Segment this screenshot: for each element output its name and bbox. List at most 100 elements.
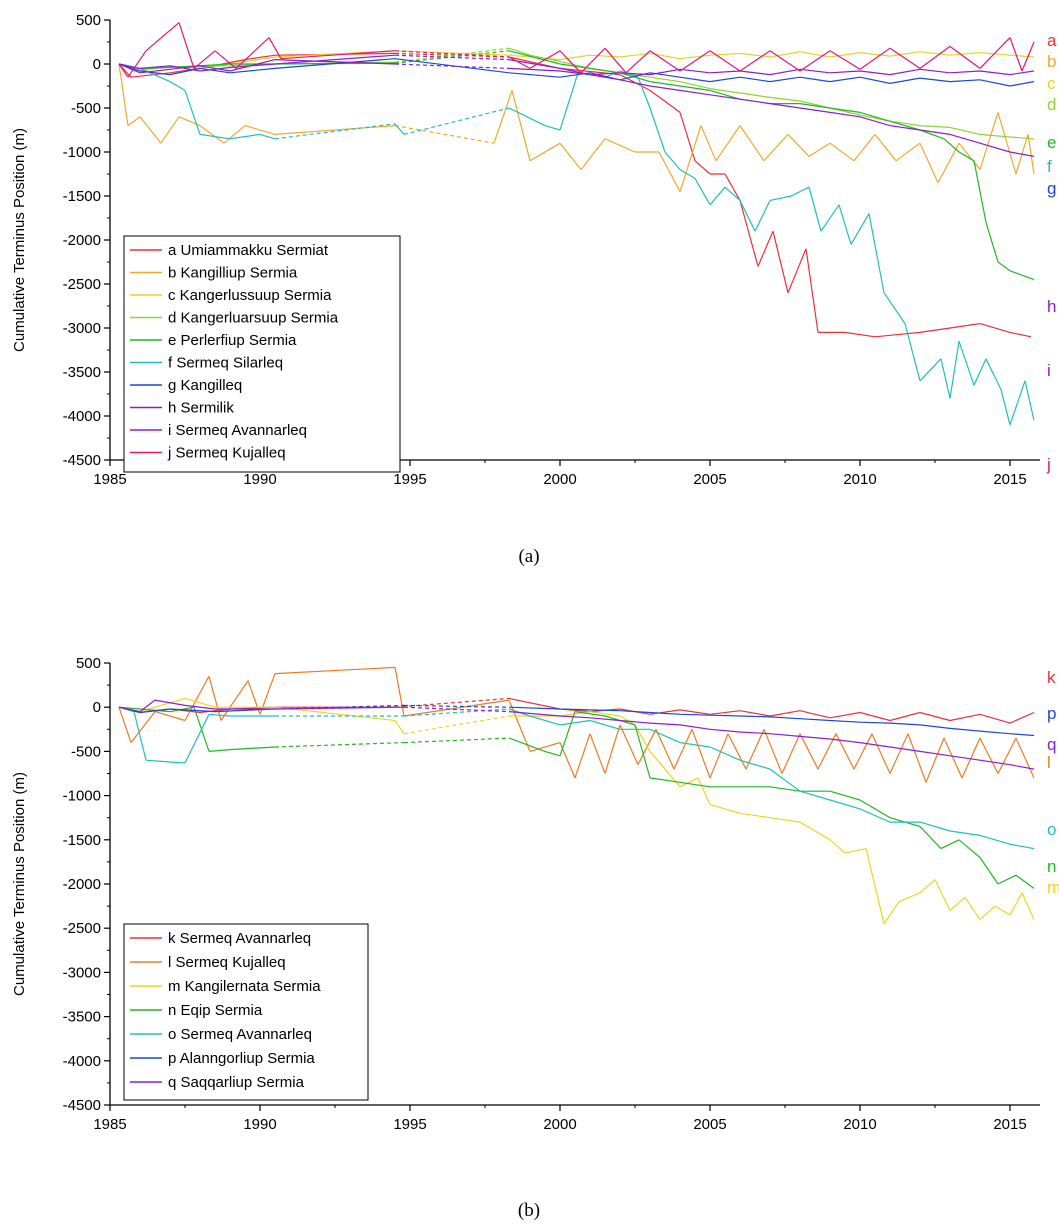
series-end-label-j: j — [1046, 455, 1051, 474]
y-tick-label: -3000 — [63, 320, 101, 337]
legend-label-m: m Kangilernata Sermia — [168, 978, 321, 995]
x-tick-label: 2005 — [693, 1116, 726, 1133]
x-tick-label: 2015 — [993, 1116, 1026, 1133]
series-dashed-gap-q — [403, 706, 510, 713]
legend-label-j: j Sermeq Kujalleq — [167, 445, 286, 462]
series-end-label-p: p — [1047, 704, 1056, 723]
y-tick-label: -1500 — [63, 832, 101, 849]
legend-box — [123, 235, 401, 473]
legend-box — [123, 923, 369, 1101]
series-line-h — [118, 59, 1035, 76]
x-tick-label: 2015 — [993, 471, 1026, 488]
series-line-o — [118, 706, 1035, 850]
x-tick-label: 1985 — [93, 1116, 126, 1133]
series-line-i — [118, 54, 1035, 157]
series-dashed-gap-o — [275, 708, 510, 717]
series-end-label-i: i — [1047, 361, 1051, 380]
legend-label-o: o Sermeq Avannarleq — [168, 1026, 312, 1043]
y-tick-label: -4000 — [63, 408, 101, 425]
y-tick-label: 500 — [76, 12, 101, 29]
series-dashed-gap-f — [274, 107, 510, 140]
y-tick-label: -4500 — [63, 452, 101, 469]
legend-label-a: a Umiammakku Sermiat — [168, 242, 329, 259]
x-tick-label: 1990 — [243, 1116, 276, 1133]
chart-panel-b: 500 0 -500 -1000 -1500 -2000 -2500 -3000 -3500 -4… — [11, 655, 1059, 1133]
y-tick-label: -500 — [71, 743, 101, 760]
x-tick-label: 2000 — [543, 471, 576, 488]
legend-label-i: i Sermeq Avannarleq — [168, 422, 307, 439]
series-end-label-g: g — [1047, 179, 1056, 198]
series-end-label-k: k — [1047, 668, 1056, 687]
legend-label-c: c Kangerlussuup Sermia — [168, 287, 332, 304]
series-end-label-a: a — [1047, 31, 1057, 50]
series-end-label-n: n — [1047, 857, 1056, 876]
legend-label-n: n Eqip Sermia — [168, 1002, 263, 1019]
x-tick-label: 2005 — [693, 471, 726, 488]
series-dashed-gap-n — [274, 737, 510, 748]
y-tick-label: 500 — [76, 655, 101, 672]
x-tick-label: 1995 — [393, 1116, 426, 1133]
series-dashed-gap-h — [394, 63, 510, 69]
legend-label-b: b Kangilliup Sermia — [168, 265, 298, 282]
y-tick-label: -2500 — [63, 276, 101, 293]
panel-label-a: (a) — [518, 546, 539, 567]
series-dashed-gap-j — [394, 50, 510, 58]
series-end-label-m: m — [1047, 878, 1059, 897]
y-tick-label: -2000 — [63, 232, 101, 249]
legend-label-k: k Sermeq Avannarleq — [168, 930, 311, 947]
x-tick-label: 2010 — [843, 1116, 876, 1133]
y-tick-label: -4000 — [63, 1053, 101, 1070]
series-end-label-e: e — [1047, 133, 1056, 152]
series-line-n — [118, 706, 1035, 889]
y-tick-label: -1000 — [63, 788, 101, 805]
series-end-label-b: b — [1047, 52, 1056, 71]
legend-label-f: f Sermeq Silarleq — [168, 355, 283, 372]
y-tick-label: 0 — [93, 699, 101, 716]
y-tick-label: 0 — [93, 56, 101, 73]
x-tick-label: 2010 — [843, 471, 876, 488]
x-tick-label: 2000 — [543, 1116, 576, 1133]
series-line-b — [118, 63, 1035, 192]
panel-label-b: (b) — [518, 1200, 540, 1221]
x-tick-label: 1985 — [93, 471, 126, 488]
series-end-label-q: q — [1047, 735, 1056, 754]
series-end-label-o: o — [1047, 820, 1056, 839]
series-dashed-gap-k — [394, 697, 510, 708]
y-tick-label: -4500 — [63, 1097, 101, 1114]
series-line-m — [118, 697, 1035, 925]
y-axis-title: Cumulative Terminus Position (m) — [11, 772, 28, 996]
series-end-label-h: h — [1047, 297, 1056, 316]
series-line-q — [118, 699, 1035, 770]
legend-label-q: q Saqqarliup Sermia — [168, 1074, 305, 1091]
series-dashed-gap-i — [394, 54, 510, 61]
series-dashed-gap-m — [403, 715, 510, 735]
y-tick-label: -2500 — [63, 920, 101, 937]
series-end-label-d: d — [1047, 95, 1056, 114]
y-axis-title: Cumulative Terminus Position (m) — [11, 128, 28, 352]
legend-label-l: l Sermeq Kujalleq — [168, 954, 286, 971]
x-tick-label: 1995 — [393, 471, 426, 488]
x-tick-label: 1990 — [243, 471, 276, 488]
series-end-label-l: l — [1047, 753, 1051, 772]
y-tick-label: -2000 — [63, 876, 101, 893]
series-line-l — [118, 666, 1035, 783]
series-line-j — [118, 22, 1035, 78]
series-end-label-f: f — [1047, 157, 1052, 176]
y-tick-label: -1500 — [63, 188, 101, 205]
legend-label-g: g Kangilleq — [168, 377, 242, 394]
chart-panel-a: 500 0 -500 -1000 -1500 -2000 -2500 -3000 -3500 -4… — [11, 12, 1057, 488]
y-tick-label: -500 — [71, 100, 101, 117]
y-tick-label: -3500 — [63, 364, 101, 381]
legend-label-h: h Sermilik — [168, 400, 234, 417]
series-dashed-gap-b — [394, 125, 495, 144]
legend-label-p: p Alanngorliup Sermia — [168, 1050, 315, 1067]
legend-label-e: e Perlerfiup Sermia — [168, 332, 297, 349]
y-tick-label: -3500 — [63, 1009, 101, 1026]
series-line-d — [118, 47, 1035, 140]
series-line-g — [118, 58, 1035, 87]
y-tick-label: -3000 — [63, 964, 101, 981]
y-tick-label: -1000 — [63, 144, 101, 161]
series-dashed-gap-d — [394, 47, 510, 63]
legend-label-d: d Kangerluarsuup Sermia — [168, 310, 339, 327]
